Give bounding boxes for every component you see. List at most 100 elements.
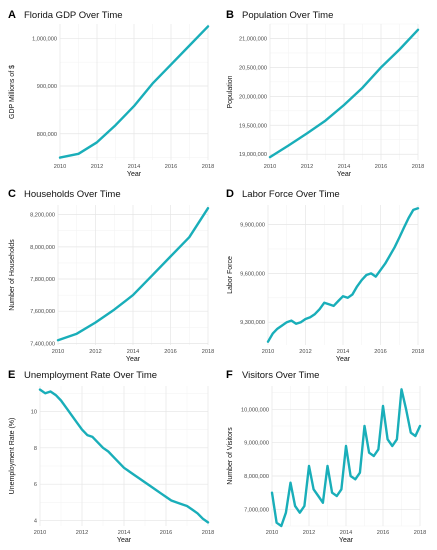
x-tick-label: 2014 [338, 164, 350, 170]
y-tick-label: 21,000,000 [239, 36, 267, 42]
series-line [266, 207, 420, 343]
x-axis-label: Year [337, 171, 352, 178]
x-axis-label: Year [117, 537, 132, 544]
x-tick-label: 2010 [34, 530, 46, 536]
y-axis-label: Number of Visitors [227, 427, 234, 485]
y-tick-label: 6 [34, 482, 37, 488]
y-tick-label: 1,000,000 [32, 36, 57, 42]
population-chart: B Population Over Time 2010 2012 2014 2016 2… [226, 9, 424, 178]
x-tick-label: 2018 [412, 164, 424, 170]
x-tick-label: 2014 [127, 349, 139, 355]
y-tick-label: 20,000,000 [239, 94, 267, 100]
x-tick-label: 2012 [89, 349, 101, 355]
x-tick-label: 2012 [299, 349, 311, 355]
chart-title: Florida GDP Over Time [24, 10, 123, 21]
panel-label: F [226, 369, 233, 381]
y-axis-label: Number of Households [9, 239, 16, 311]
gridlines [269, 23, 419, 160]
y-axis-label: Population [227, 75, 234, 108]
y-tick-label: 8 [34, 446, 37, 452]
panel-label: E [8, 369, 15, 381]
x-tick-label: 2016 [160, 530, 172, 536]
y-tick-label: 8,000,000 [30, 245, 55, 251]
visitors-chart: F Visitors Over Time 2010 2012 2014 2016 201… [226, 369, 426, 544]
x-tick-label: 2014 [128, 164, 140, 170]
gridlines [57, 205, 209, 345]
y-tick-label: 9,300,000 [240, 320, 265, 326]
unemployment-panel: E Unemployment Rate Over Time 2010 2012 20… [0, 366, 218, 549]
series-line [56, 207, 210, 342]
x-tick-label: 2010 [264, 164, 276, 170]
x-tick-label: 2018 [412, 349, 424, 355]
y-tick-label: 9,600,000 [240, 271, 265, 277]
gdp-chart: A Florida GDP Over Time 2010 2012 2014 2016… [8, 9, 214, 178]
x-tick-label: 2010 [266, 530, 278, 536]
series-line [268, 28, 420, 159]
x-tick-label: 2018 [202, 164, 214, 170]
chart-title: Labor Force Over Time [242, 189, 340, 200]
x-tick-label: 2014 [118, 530, 130, 536]
gridlines [267, 205, 419, 345]
x-tick-label: 2016 [374, 349, 386, 355]
y-tick-label: 800,000 [37, 132, 57, 138]
gdp-panel: A Florida GDP Over Time 2010 2012 2014 2016… [0, 0, 218, 183]
chart-title: Unemployment Rate Over Time [24, 370, 157, 381]
x-tick-label: 2014 [340, 530, 352, 536]
x-axis-label: Year [339, 537, 354, 544]
chart-title: Households Over Time [24, 189, 121, 200]
x-tick-label: 2012 [301, 164, 313, 170]
y-tick-label: 8,000,000 [244, 474, 269, 480]
y-axis-label: Labor Force [227, 256, 234, 294]
series-line [270, 388, 422, 528]
y-tick-label: 900,000 [37, 84, 57, 90]
y-tick-label: 9,000,000 [244, 441, 269, 447]
visitors-panel: F Visitors Over Time 2010 2012 2014 2016 201… [218, 366, 436, 549]
x-tick-label: 2016 [165, 164, 177, 170]
series-line [38, 388, 210, 524]
x-tick-label: 2016 [375, 164, 387, 170]
series-line [58, 25, 210, 159]
x-tick-label: 2014 [337, 349, 349, 355]
labor-force-chart: D Labor Force Over Time 2010 2012 2014 2016… [226, 188, 424, 363]
panel-label: A [8, 9, 16, 21]
y-tick-label: 7,000,000 [244, 507, 269, 513]
x-tick-label: 2016 [377, 530, 389, 536]
x-tick-label: 2016 [164, 349, 176, 355]
population-panel: B Population Over Time 2010 2012 2014 2016 2… [218, 0, 436, 183]
panel-label: D [226, 188, 234, 200]
x-tick-label: 2010 [54, 164, 66, 170]
y-tick-label: 9,900,000 [240, 223, 265, 229]
y-tick-label: 7,600,000 [30, 309, 55, 315]
labor-force-panel: D Labor Force Over Time 2010 2012 2014 2016… [218, 183, 436, 366]
y-axis-label: Unemployment Rate (%) [9, 418, 16, 495]
x-tick-label: 2012 [76, 530, 88, 536]
households-chart: C Households Over Time 2010 2012 2014 2016 2… [8, 188, 214, 363]
panel-label: B [226, 9, 234, 21]
unemployment-chart: E Unemployment Rate Over Time 2010 2012 20… [8, 369, 214, 544]
y-tick-label: 4 [34, 519, 37, 525]
panel-label: C [8, 188, 16, 200]
y-tick-label: 7,400,000 [30, 341, 55, 347]
y-axis-label: GDP Millions of $ [9, 65, 16, 119]
x-axis-label: Year [127, 171, 142, 178]
households-panel: C Households Over Time 2010 2012 2014 2016 2… [0, 183, 218, 366]
y-tick-label: 8,200,000 [30, 213, 55, 219]
y-tick-label: 10,000,000 [241, 407, 269, 413]
x-tick-label: 2018 [414, 530, 426, 536]
x-axis-label: Year [126, 356, 141, 363]
x-tick-label: 2018 [202, 349, 214, 355]
x-tick-label: 2012 [91, 164, 103, 170]
gridlines [271, 386, 421, 527]
gridlines [39, 386, 209, 526]
x-tick-label: 2010 [52, 349, 64, 355]
y-tick-label: 10 [31, 409, 37, 415]
y-tick-label: 20,500,000 [239, 65, 267, 71]
y-tick-label: 19,500,000 [239, 123, 267, 129]
y-tick-label: 7,800,000 [30, 277, 55, 283]
x-tick-label: 2010 [262, 349, 274, 355]
chart-title: Population Over Time [242, 10, 333, 21]
y-tick-label: 19,000,000 [239, 152, 267, 158]
x-tick-label: 2018 [202, 530, 214, 536]
x-axis-label: Year [336, 356, 351, 363]
x-tick-label: 2012 [303, 530, 315, 536]
